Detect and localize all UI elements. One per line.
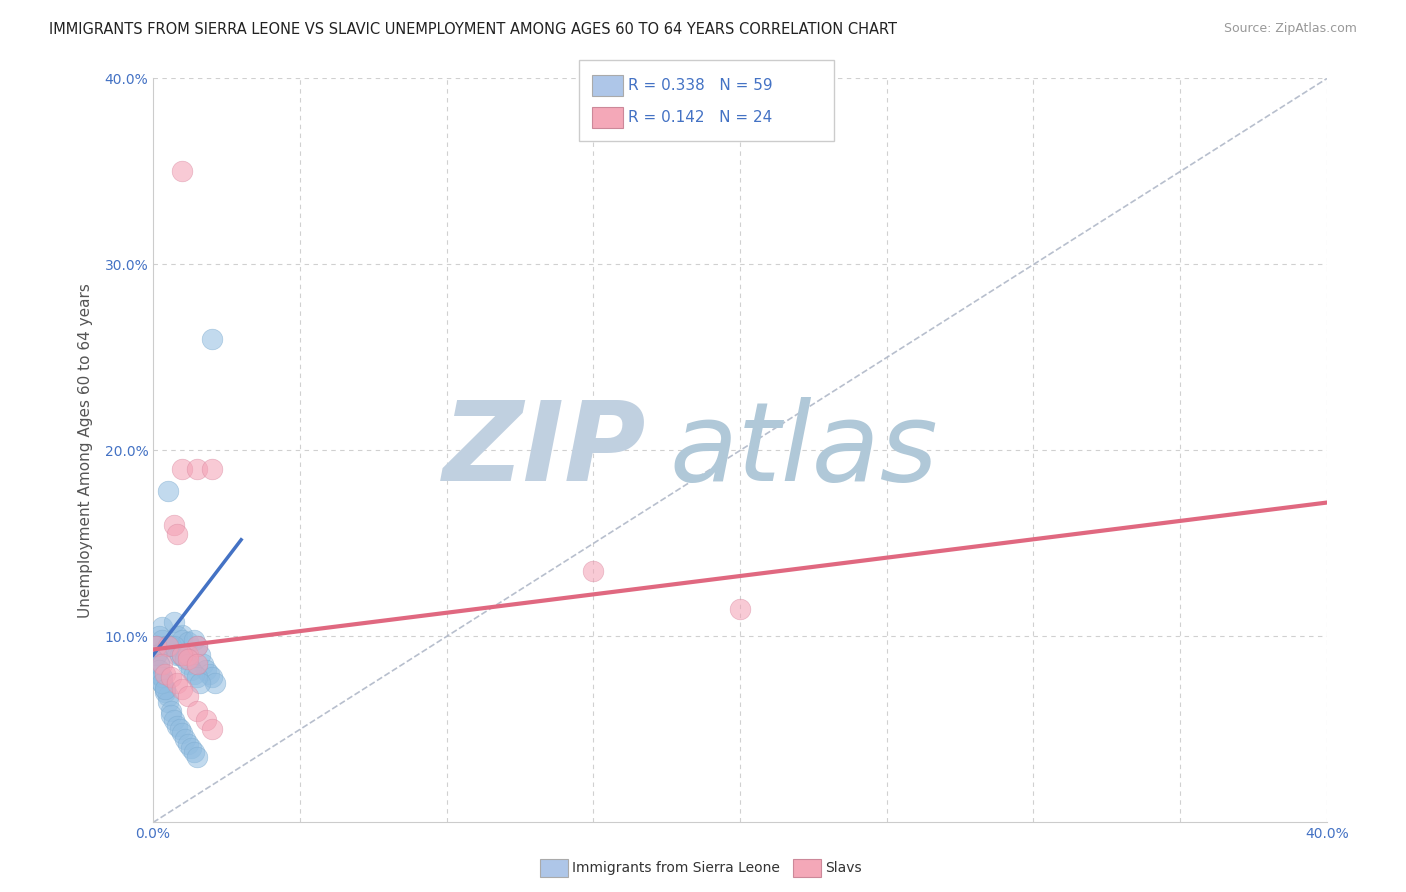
Text: R = 0.142   N = 24: R = 0.142 N = 24 — [628, 111, 773, 125]
Point — [188, 676, 211, 690]
Point — [186, 750, 208, 764]
Point — [186, 704, 208, 718]
Point — [180, 663, 202, 677]
Point — [172, 633, 194, 648]
Point — [169, 723, 191, 737]
Point — [186, 639, 208, 653]
Point — [159, 670, 181, 684]
Point — [166, 527, 188, 541]
Text: IMMIGRANTS FROM SIERRA LEONE VS SLAVIC UNEMPLOYMENT AMONG AGES 60 TO 64 YEARS CO: IMMIGRANTS FROM SIERRA LEONE VS SLAVIC U… — [49, 22, 897, 37]
Point — [159, 707, 181, 722]
Point — [153, 681, 176, 696]
Point — [172, 726, 194, 740]
Point — [159, 639, 181, 653]
Point — [172, 648, 194, 662]
Point — [163, 615, 186, 629]
Point — [145, 639, 167, 653]
Point — [177, 652, 200, 666]
Point — [148, 666, 170, 681]
Text: ZIP: ZIP — [443, 397, 647, 504]
Point — [148, 630, 170, 644]
Point — [728, 601, 751, 615]
Point — [153, 681, 176, 696]
Point — [201, 332, 224, 346]
Point — [150, 633, 173, 648]
Point — [163, 713, 186, 727]
Point — [201, 670, 224, 684]
Point — [177, 635, 200, 649]
Point — [148, 657, 170, 672]
Point — [183, 633, 205, 648]
Point — [150, 676, 173, 690]
Point — [153, 639, 176, 653]
Point — [186, 657, 208, 672]
Point — [156, 639, 179, 653]
Y-axis label: Unemployment Among Ages 60 to 64 years: Unemployment Among Ages 60 to 64 years — [79, 283, 93, 618]
Point — [174, 731, 197, 746]
Point — [153, 666, 176, 681]
Point — [150, 670, 173, 684]
Point — [150, 676, 173, 690]
Point — [156, 639, 179, 653]
Point — [169, 648, 191, 662]
Point — [148, 657, 170, 672]
Point — [156, 695, 179, 709]
Point — [172, 462, 194, 476]
Point — [172, 627, 194, 641]
Point — [201, 723, 224, 737]
Point — [180, 741, 202, 756]
Point — [159, 704, 181, 718]
Point — [145, 639, 167, 653]
Text: atlas: atlas — [669, 397, 938, 504]
Point — [163, 517, 186, 532]
Point — [172, 164, 194, 178]
Point — [177, 689, 200, 703]
Point — [153, 685, 176, 699]
Point — [148, 663, 170, 677]
Point — [183, 745, 205, 759]
Point — [191, 657, 214, 672]
Point — [166, 676, 188, 690]
Point — [172, 648, 194, 662]
Point — [201, 462, 224, 476]
Point — [145, 639, 167, 653]
Point — [174, 652, 197, 666]
Point — [150, 670, 173, 684]
Text: Immigrants from Sierra Leone: Immigrants from Sierra Leone — [572, 861, 780, 875]
Point — [186, 639, 208, 653]
Point — [163, 639, 186, 653]
Point — [166, 630, 188, 644]
Point — [156, 484, 179, 499]
Point — [198, 666, 221, 681]
Point — [177, 648, 200, 662]
Point — [186, 462, 208, 476]
Point — [204, 676, 226, 690]
Point — [150, 620, 173, 634]
Point — [186, 670, 208, 684]
Point — [177, 737, 200, 751]
Point — [150, 657, 173, 672]
Point — [166, 648, 188, 662]
Point — [156, 689, 179, 703]
Text: Source: ZipAtlas.com: Source: ZipAtlas.com — [1223, 22, 1357, 36]
Point — [145, 648, 167, 662]
Point — [194, 663, 217, 677]
Point — [188, 648, 211, 662]
Text: R = 0.338   N = 59: R = 0.338 N = 59 — [628, 78, 773, 93]
Point — [166, 719, 188, 733]
Point — [582, 565, 605, 579]
Point — [194, 713, 217, 727]
Point — [172, 681, 194, 696]
Point — [177, 657, 200, 672]
Point — [145, 648, 167, 662]
Point — [183, 666, 205, 681]
Text: Slavs: Slavs — [825, 861, 862, 875]
